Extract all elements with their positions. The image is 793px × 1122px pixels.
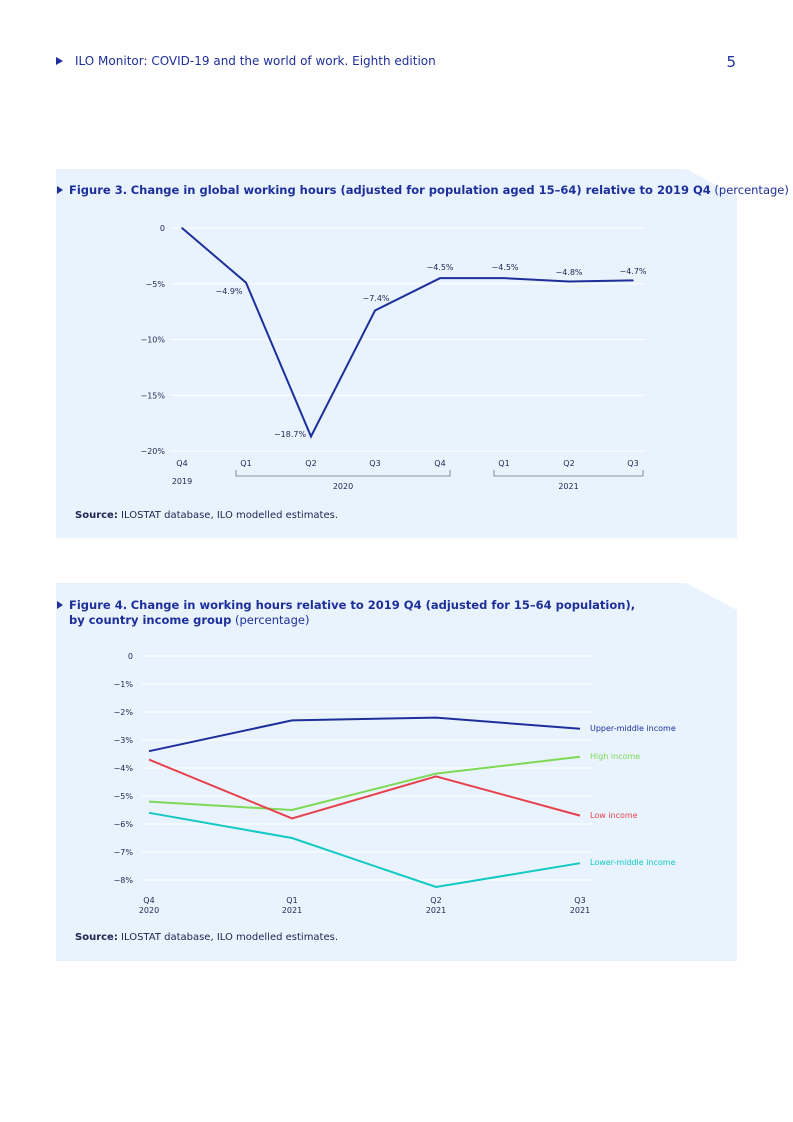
document-title: ILO Monitor: COVID-19 and the world of w… — [75, 54, 436, 68]
figure-4-label: Figure 4. — [69, 598, 128, 612]
fig3-data-point — [568, 280, 570, 283]
fig4-series-line — [148, 716, 581, 753]
figure-3-source-label: Source: — [75, 510, 118, 521]
fig4-y-tick-label: −8% — [114, 876, 134, 885]
fig3-y-tick-label: 0 — [160, 224, 165, 233]
figure-3-title-unit: (percentage) — [714, 183, 789, 197]
fig4-y-tick-label: −3% — [114, 736, 134, 745]
fig4-y-tick-label: 0 — [128, 652, 133, 661]
fig3-data-label: −4.9% — [215, 287, 242, 296]
fig3-data-point — [181, 227, 183, 229]
fig4-x-tick-label: Q2 — [430, 896, 441, 905]
fig3-x-tick-label: Q1 — [240, 459, 251, 468]
page-number: 5 — [726, 53, 736, 71]
figure-4-title-main-1: Change in working hours relative to 2019… — [130, 598, 636, 612]
fig4-legend-label: High income — [590, 752, 640, 761]
fig3-year-label: 2019 — [172, 477, 192, 486]
fig3-data-label: −7.4% — [362, 294, 389, 303]
fig4-x-tick-year: 2020 — [139, 906, 159, 915]
figure-3-title: Figure 3. Change in global working hours… — [69, 183, 789, 198]
fig4-y-tick-label: −7% — [114, 848, 134, 857]
figure-4-title: Figure 4. Change in working hours relati… — [69, 598, 635, 628]
fig4-x-tick-label: Q4 — [143, 896, 154, 905]
fig3-y-tick-label: −20% — [141, 447, 166, 456]
fig3-data-label: −4.5% — [491, 263, 518, 272]
fig3-x-tick-label: Q2 — [305, 459, 316, 468]
fig4-series-line — [148, 755, 581, 812]
figure-4-title-unit: (percentage) — [235, 613, 310, 627]
fig3-x-tick-label: Q1 — [498, 459, 509, 468]
fig3-data-label: −4.8% — [555, 268, 582, 277]
figure-3-source: Source: ILOSTAT database, ILO modelled e… — [75, 510, 338, 521]
figure-3-label: Figure 3. — [69, 183, 128, 197]
fig4-y-tick-label: −6% — [114, 820, 134, 829]
figure-4-title-main-2: by country income group — [69, 613, 232, 627]
fig3-x-tick-label: Q3 — [369, 459, 380, 468]
header-bullet-icon — [56, 57, 63, 65]
fig4-x-tick-year: 2021 — [570, 906, 590, 915]
fig3-y-tick-label: −5% — [146, 280, 166, 289]
fig4-legend-label: Low income — [590, 811, 638, 820]
figure-3-panel — [56, 169, 737, 538]
fig3-x-tick-label: Q4 — [434, 459, 445, 468]
fig3-data-point — [632, 279, 634, 282]
fig3-y-tick-label: −15% — [141, 391, 166, 400]
fig4-series-line — [148, 758, 581, 820]
figure-4-source-text: ILOSTAT database, ILO modelled estimates… — [121, 932, 339, 943]
fig3-data-label: −4.7% — [619, 267, 646, 276]
fig3-y-tick-label: −10% — [141, 336, 166, 345]
fig3-data-point — [503, 277, 505, 279]
figure-3-bullet-icon — [57, 186, 63, 194]
figure-4-source: Source: ILOSTAT database, ILO modelled e… — [75, 932, 338, 943]
figure-4-source-label: Source: — [75, 932, 118, 943]
figure-3-title-main: Change in global working hours (adjusted… — [130, 183, 711, 197]
fig3-series-line — [181, 227, 634, 439]
fig4-x-tick-year: 2021 — [426, 906, 446, 915]
fig3-x-tick-label: Q2 — [563, 459, 574, 468]
fig4-y-tick-label: −4% — [114, 764, 134, 773]
fig4-series-line — [148, 811, 581, 889]
fig3-x-tick-label: Q4 — [176, 459, 187, 468]
fig4-x-tick-label: Q3 — [574, 896, 585, 905]
fig4-x-tick-year: 2021 — [282, 906, 302, 915]
fig3-year-bracket — [493, 470, 644, 477]
fig3-year-bracket — [235, 470, 451, 477]
fig3-x-tick-label: Q3 — [627, 459, 638, 468]
fig3-data-label: −4.5% — [426, 263, 453, 272]
fig3-data-label: −18.7% — [274, 430, 307, 439]
fig4-y-tick-label: −2% — [114, 708, 134, 717]
figure-3-source-text: ILOSTAT database, ILO modelled estimates… — [121, 510, 339, 521]
fig4-legend-label: Lower-middle income — [590, 858, 676, 867]
fig3-year-label: 2021 — [558, 482, 578, 491]
figure-4-bullet-icon — [57, 601, 63, 609]
fig4-y-tick-label: −1% — [114, 680, 134, 689]
fig3-data-point — [374, 309, 376, 312]
fig4-legend-label: Upper-middle income — [590, 724, 676, 733]
fig3-data-point — [245, 281, 247, 284]
fig3-year-label: 2020 — [333, 482, 353, 491]
fig3-data-point — [310, 435, 312, 438]
figure-4-panel — [56, 583, 737, 961]
fig4-y-tick-label: −5% — [114, 792, 134, 801]
fig3-data-point — [439, 277, 441, 279]
fig4-x-tick-label: Q1 — [286, 896, 297, 905]
